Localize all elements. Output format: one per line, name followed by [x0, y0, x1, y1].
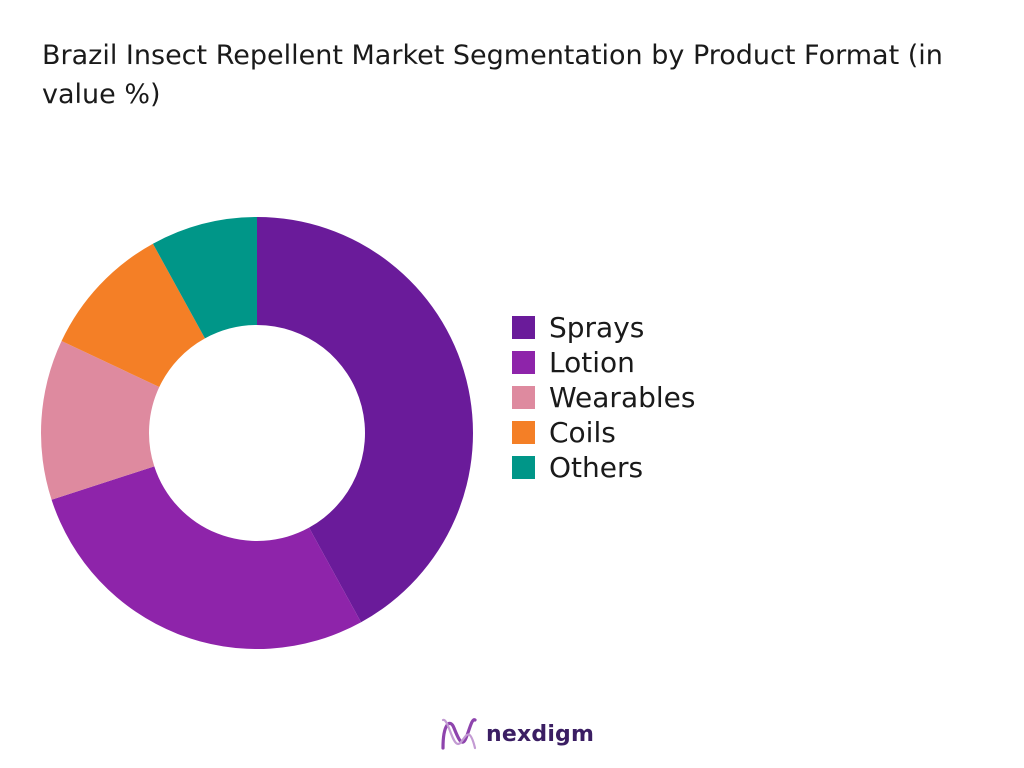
- brand-logo: nexdigm: [440, 714, 594, 754]
- legend-swatch: [512, 421, 535, 444]
- brand-name: nexdigm: [486, 721, 595, 747]
- legend-swatch: [512, 386, 535, 409]
- donut-slice-sprays: [257, 217, 473, 623]
- legend-swatch: [512, 456, 535, 479]
- legend-item-lotion: Lotion: [512, 345, 695, 380]
- chart-title: Brazil Insect Repellent Market Segmentat…: [42, 40, 943, 110]
- legend-item-wearables: Wearables: [512, 380, 695, 415]
- legend-swatch: [512, 351, 535, 374]
- legend-swatch: [512, 316, 535, 339]
- chart-legend: Sprays Lotion Wearables Coils Others: [512, 310, 695, 485]
- legend-label: Others: [549, 451, 644, 484]
- legend-item-others: Others: [512, 450, 695, 485]
- legend-label: Wearables: [549, 381, 696, 414]
- legend-label: Sprays: [549, 311, 645, 344]
- donut-slice-wearables: [40, 341, 160, 500]
- nexdigm-wave-logo-icon: [441, 718, 477, 750]
- donut-slice-others: [152, 217, 257, 339]
- donut-slice-coils: [61, 243, 205, 388]
- legend-label: Coils: [549, 416, 616, 449]
- donut-slice-lotion: [51, 466, 362, 649]
- legend-item-sprays: Sprays: [512, 310, 695, 345]
- legend-label: Lotion: [549, 346, 635, 379]
- legend-item-coils: Coils: [512, 415, 695, 450]
- donut-chart: [40, 217, 473, 649]
